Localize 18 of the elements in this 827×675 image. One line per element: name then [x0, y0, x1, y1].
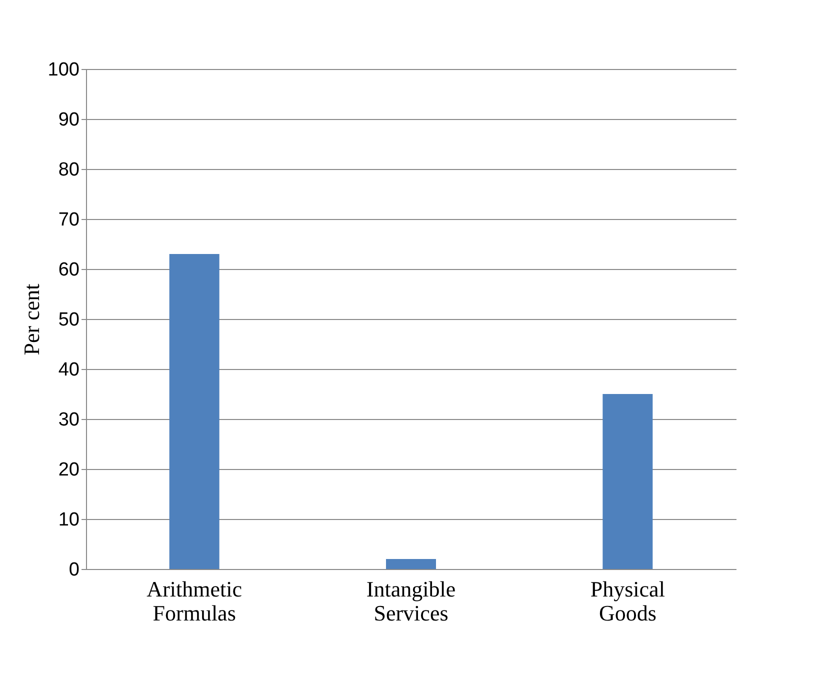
bar [386, 559, 436, 569]
y-tick-label: 10 [58, 510, 80, 530]
x-tick-label: Intangible Services [366, 576, 456, 626]
y-tick-label: 80 [58, 160, 80, 180]
y-tick-label: 50 [58, 310, 80, 330]
y-tick-label: 0 [68, 560, 80, 580]
y-axis-title: Per cent [18, 284, 44, 356]
y-tick-label: 70 [58, 210, 80, 230]
y-tick-label: 60 [58, 260, 80, 280]
x-tick-label: Physical Goods [590, 576, 665, 626]
y-tick-label: 100 [48, 60, 80, 80]
y-tick-label: 20 [58, 460, 80, 480]
x-tick-label: Arithmetic Formulas [146, 576, 242, 626]
y-tick-label: 40 [58, 360, 80, 380]
bar [602, 394, 653, 569]
y-tick-label: 90 [58, 110, 80, 130]
y-tick-label: 30 [58, 410, 80, 430]
bar [169, 254, 220, 569]
